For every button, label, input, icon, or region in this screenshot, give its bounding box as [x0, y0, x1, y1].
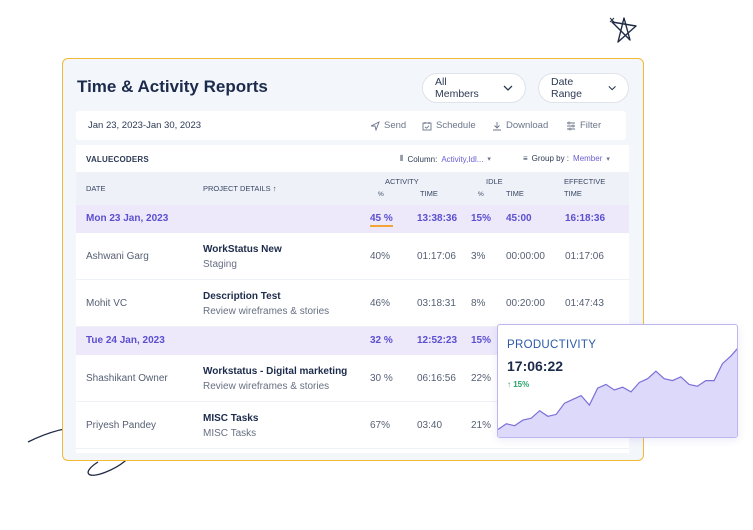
activity-time: 06:16:56: [417, 373, 456, 384]
group-by-selector[interactable]: ≡ Group by : Member ▾: [523, 154, 610, 163]
day-group-row[interactable]: Mon 23 Jan, 2023 45 % 13:38:36 15% 45:00…: [76, 205, 629, 233]
project-name: Workstatus - Digital marketing: [203, 366, 348, 377]
send-button[interactable]: Send: [370, 120, 406, 131]
header-idle-percent: %: [478, 191, 484, 198]
activity-percent: 30 %: [370, 373, 393, 384]
schedule-label: Schedule: [436, 120, 476, 131]
member-name: Mohit VC: [86, 298, 128, 309]
column-selector[interactable]: ⦀ Column: Activity,Idl... ▾: [400, 154, 491, 164]
productivity-card[interactable]: PRODUCTIVITY 17:06:22 ↑ 15%: [497, 324, 738, 438]
activity-time: 01:17:06: [417, 251, 456, 262]
day-idle-time: 45:00: [506, 213, 532, 224]
date-range-dropdown[interactable]: Date Range: [538, 73, 629, 103]
member-name: Shashikant Owner: [86, 373, 168, 384]
date-range-dropdown-label: Date Range: [551, 76, 582, 100]
filter-label: Filter: [580, 120, 602, 131]
caret-down-icon: ▾: [487, 156, 491, 163]
header-effective-time: TIME: [564, 189, 582, 198]
activity-time: 03:40: [417, 420, 443, 431]
effective-time: 01:47:43: [565, 298, 604, 309]
day-activity-time: 12:52:23: [417, 335, 458, 346]
day-effective-time: 16:18:36: [565, 213, 606, 224]
chevron-down-icon: [608, 85, 616, 91]
header-activity-time: TIME: [420, 189, 438, 198]
activity-time: 03:18:31: [417, 298, 456, 309]
sparkline-area: [498, 349, 737, 437]
table-header: DATE PROJECT DETAILS ↑ ACTIVITY % TIME I…: [76, 172, 629, 205]
filter-sliders-icon: [567, 121, 575, 130]
member-name: Priyesh Pandey: [86, 420, 157, 431]
day-date: Tue 24 Jan, 2023: [86, 335, 165, 346]
list-icon: ≡: [523, 154, 528, 163]
idle-percent: 8%: [471, 298, 486, 309]
columns-icon: ⦀: [400, 154, 404, 163]
task-name: MISC Tasks: [203, 428, 257, 439]
selected-date-range: Jan 23, 2023-Jan 30, 2023: [88, 120, 202, 131]
project-name: WorkStatus New: [203, 244, 282, 255]
header-activity-percent: %: [378, 191, 384, 198]
download-button[interactable]: Download: [492, 120, 548, 131]
activity-percent: 40%: [370, 251, 391, 262]
activity-percent: 67%: [370, 420, 391, 431]
send-label: Send: [384, 120, 407, 131]
members-dropdown-label: All Members: [435, 76, 479, 100]
schedule-button[interactable]: Schedule: [422, 120, 476, 131]
members-dropdown[interactable]: All Members: [422, 73, 526, 103]
group-by-value: Member: [573, 154, 603, 163]
project-name: MISC Tasks: [203, 413, 259, 424]
download-icon: [493, 121, 501, 130]
productivity-time: 17:06:22: [507, 358, 564, 374]
effective-time: 01:17:06: [565, 251, 604, 262]
sparkline-line: [498, 348, 737, 430]
day-activity-percent: 32 %: [370, 335, 393, 346]
idle-time: 00:20:00: [506, 298, 545, 309]
header-project-details[interactable]: PROJECT DETAILS ↑: [203, 184, 277, 193]
day-activity-percent: 45 %: [370, 213, 393, 227]
idle-percent: 21%: [471, 420, 492, 431]
header-activity[interactable]: ACTIVITY: [385, 177, 419, 186]
organization-name: VALUECODERS: [86, 155, 149, 164]
task-name: Review wireframes & stories: [203, 306, 330, 317]
day-activity-time: 13:38:36: [417, 213, 458, 224]
day-date: Mon 23 Jan, 2023: [86, 213, 169, 224]
task-name: Review wireframes & stories: [203, 381, 330, 392]
productivity-title: PRODUCTIVITY: [507, 339, 597, 351]
idle-percent: 3%: [471, 251, 486, 262]
group-by-label: Group by :: [531, 154, 570, 163]
caret-down-icon: ▾: [606, 155, 610, 163]
column-selector-value: Activity,Idl...: [441, 154, 484, 164]
chevron-down-icon: [503, 85, 513, 91]
task-name: Staging: [203, 259, 237, 270]
filter-button[interactable]: Filter: [566, 120, 601, 131]
project-name: Description Test: [203, 291, 281, 302]
idle-percent: 22%: [471, 373, 492, 384]
table-row[interactable]: Mohit VC Description Test Review wirefra…: [76, 280, 629, 327]
productivity-sparkline: [498, 348, 737, 437]
star-doodle-icon: [609, 17, 637, 43]
page-title: Time & Activity Reports: [77, 77, 268, 96]
day-idle-percent: 15%: [471, 335, 492, 346]
header-idle[interactable]: IDLE: [486, 177, 503, 186]
idle-time: 00:00:00: [506, 251, 545, 262]
productivity-delta: ↑ 15%: [507, 380, 530, 389]
member-name: Ashwani Garg: [86, 251, 149, 262]
table-row[interactable]: Ashwani Garg WorkStatus New Staging 40% …: [76, 233, 629, 280]
header-date[interactable]: DATE: [86, 184, 106, 193]
day-idle-percent: 15%: [471, 213, 492, 224]
activity-percent: 46%: [370, 298, 391, 309]
column-selector-label: Column:: [407, 154, 438, 164]
report-toolbar: Jan 23, 2023-Jan 30, 2023 Send Schedule …: [76, 111, 626, 140]
calendar-icon: [422, 121, 432, 130]
send-icon: [370, 120, 380, 131]
header-effective[interactable]: EFFECTIVE: [564, 177, 606, 186]
header-idle-time: TIME: [506, 189, 524, 198]
download-label: Download: [506, 120, 549, 131]
